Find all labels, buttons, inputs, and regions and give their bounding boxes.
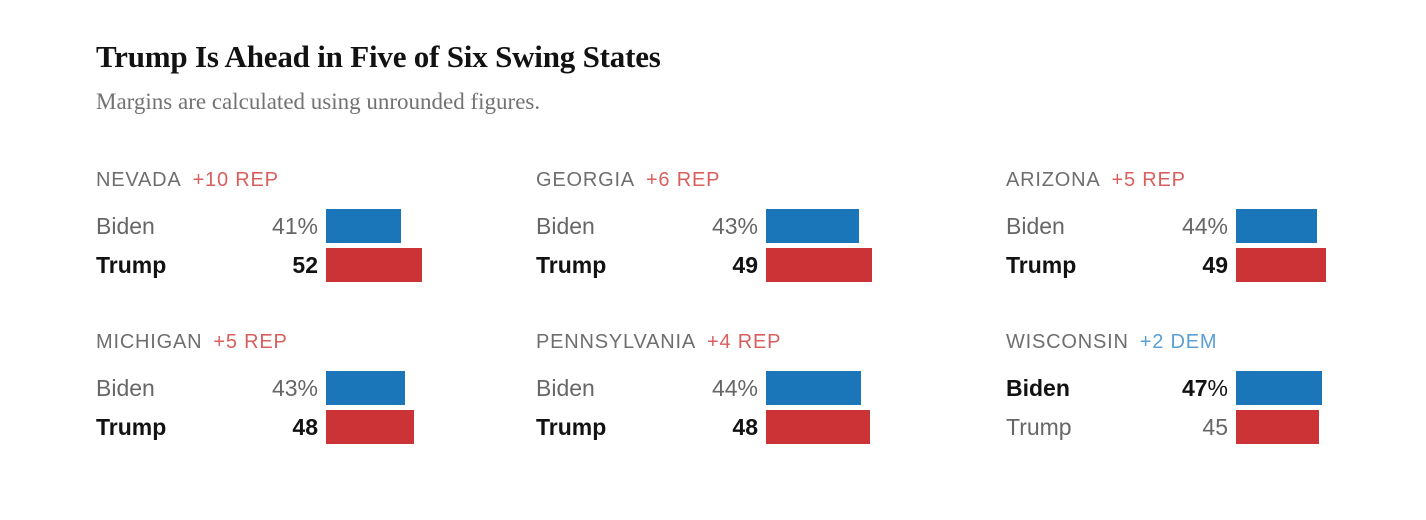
candidate-name-label: Trump bbox=[536, 413, 607, 440]
state-panel-header: MICHIGAN +5 REP bbox=[96, 330, 536, 354]
biden-bar bbox=[766, 371, 861, 405]
biden-bar bbox=[326, 209, 401, 243]
state-panel-georgia: GEORGIA +6 REP Biden 43% Trump 49 bbox=[536, 168, 1006, 287]
candidate-value-label: 41% bbox=[222, 213, 318, 240]
candidate-row: Trump 48 bbox=[96, 410, 536, 444]
trump-bar bbox=[326, 248, 422, 282]
candidate-name-label: Trump bbox=[96, 413, 167, 440]
candidate-name-label: Trump bbox=[1006, 413, 1072, 440]
candidate-value-number: 49 bbox=[1202, 251, 1228, 278]
state-name-label: PENNSYLVANIA bbox=[536, 331, 697, 353]
biden-bar bbox=[1236, 209, 1317, 243]
state-panel-arizona: ARIZONA +5 REP Biden 44% Trump 49 bbox=[1006, 168, 1426, 287]
state-panel-header: NEVADA +10 REP bbox=[96, 168, 536, 192]
percent-sign: % bbox=[1207, 212, 1228, 239]
state-panel-header: GEORGIA +6 REP bbox=[536, 168, 1006, 192]
percent-sign: % bbox=[1207, 374, 1228, 401]
candidate-row: Trump 52 bbox=[96, 248, 536, 282]
state-panel-header: WISCONSIN +2 DEM bbox=[1006, 330, 1426, 354]
state-name-label: MICHIGAN bbox=[96, 331, 203, 353]
candidate-value-label: 48 bbox=[662, 414, 758, 441]
candidate-value-label: 43% bbox=[662, 213, 758, 240]
candidate-row: Biden 44% bbox=[536, 371, 1006, 405]
chart-container: Trump Is Ahead in Five of Six Swing Stat… bbox=[96, 39, 1426, 449]
percent-sign: % bbox=[737, 374, 758, 401]
margin-label: +2 DEM bbox=[1139, 331, 1218, 353]
candidate-value-label: 44% bbox=[662, 375, 758, 402]
candidate-row: Biden 41% bbox=[96, 209, 536, 243]
margin-label: +6 REP bbox=[645, 169, 721, 191]
candidate-value-label: 44% bbox=[1132, 213, 1228, 240]
candidate-name-label: Biden bbox=[536, 374, 595, 401]
candidate-name-label: Biden bbox=[96, 374, 155, 401]
margin-label: +5 REP bbox=[1111, 169, 1186, 191]
chart-subtitle: Margins are calculated using unrounded f… bbox=[96, 89, 541, 114]
trump-bar bbox=[766, 410, 870, 444]
candidate-value-label: 49 bbox=[662, 252, 758, 279]
state-name-label: ARIZONA bbox=[1006, 169, 1101, 191]
state-panel-nevada: NEVADA +10 REP Biden 41% Trump 52 bbox=[96, 168, 536, 287]
candidate-row: Biden 44% bbox=[1006, 209, 1426, 243]
percent-sign: % bbox=[297, 212, 318, 239]
candidate-row: Trump 45 bbox=[1006, 410, 1426, 444]
candidate-value-number: 44 bbox=[711, 374, 738, 401]
candidate-value-number: 49 bbox=[732, 251, 758, 278]
candidate-value-label: 45 bbox=[1132, 414, 1228, 441]
candidate-value-number: 48 bbox=[292, 413, 318, 440]
candidate-name-label: Trump bbox=[1006, 251, 1077, 278]
state-name-label: WISCONSIN bbox=[1006, 331, 1129, 353]
trump-bar bbox=[326, 410, 414, 444]
state-panel-michigan: MICHIGAN +5 REP Biden 43% Trump 48 bbox=[96, 330, 536, 449]
candidate-value-number: 47 bbox=[1181, 374, 1208, 401]
candidate-value-number: 45 bbox=[1202, 413, 1228, 440]
candidate-value-number: 43 bbox=[271, 374, 298, 401]
candidate-value-number: 48 bbox=[732, 413, 758, 440]
candidate-row: Biden 47% bbox=[1006, 371, 1426, 405]
trump-bar bbox=[766, 248, 872, 282]
candidate-row: Trump 49 bbox=[1006, 248, 1426, 282]
candidate-name-label: Biden bbox=[1006, 374, 1070, 401]
margin-label: +10 REP bbox=[192, 169, 279, 191]
trump-bar bbox=[1236, 248, 1326, 282]
candidate-value-label: 48 bbox=[222, 414, 318, 441]
candidate-row: Trump 48 bbox=[536, 410, 1006, 444]
candidate-value-number: 43 bbox=[711, 212, 738, 239]
state-panel-wisconsin: WISCONSIN +2 DEM Biden 47% Trump 45 bbox=[1006, 330, 1426, 449]
percent-sign: % bbox=[737, 212, 758, 239]
candidate-value-number: 41 bbox=[271, 212, 298, 239]
state-name-label: GEORGIA bbox=[536, 169, 635, 191]
margin-label: +4 REP bbox=[707, 331, 782, 353]
candidate-name-label: Trump bbox=[536, 251, 607, 278]
candidate-name-label: Biden bbox=[536, 212, 595, 239]
biden-bar bbox=[766, 209, 859, 243]
trump-bar bbox=[1236, 410, 1319, 444]
chart-title: Trump Is Ahead in Five of Six Swing Stat… bbox=[96, 39, 661, 74]
biden-bar bbox=[326, 371, 405, 405]
candidate-row: Biden 43% bbox=[96, 371, 536, 405]
candidate-name-label: Trump bbox=[96, 251, 167, 278]
candidate-row: Biden 43% bbox=[536, 209, 1006, 243]
candidate-row: Trump 49 bbox=[536, 248, 1006, 282]
state-panel-header: PENNSYLVANIA +4 REP bbox=[536, 330, 1006, 354]
candidate-value-label: 52 bbox=[222, 252, 318, 279]
candidate-value-number: 52 bbox=[292, 251, 318, 278]
candidate-name-label: Biden bbox=[96, 212, 155, 239]
state-panel-pennsylvania: PENNSYLVANIA +4 REP Biden 44% Trump 48 bbox=[536, 330, 1006, 449]
margin-label: +5 REP bbox=[213, 331, 288, 353]
candidate-value-number: 44 bbox=[1181, 212, 1208, 239]
state-panel-header: ARIZONA +5 REP bbox=[1006, 168, 1426, 192]
percent-sign: % bbox=[297, 374, 318, 401]
candidate-value-label: 47% bbox=[1132, 375, 1228, 402]
candidate-name-label: Biden bbox=[1006, 212, 1065, 239]
candidate-value-label: 43% bbox=[222, 375, 318, 402]
candidate-value-label: 49 bbox=[1132, 252, 1228, 279]
state-name-label: NEVADA bbox=[96, 169, 182, 191]
state-panels-grid: NEVADA +10 REP Biden 41% Trump 52 GEORGI… bbox=[96, 168, 1426, 449]
biden-bar bbox=[1236, 371, 1322, 405]
